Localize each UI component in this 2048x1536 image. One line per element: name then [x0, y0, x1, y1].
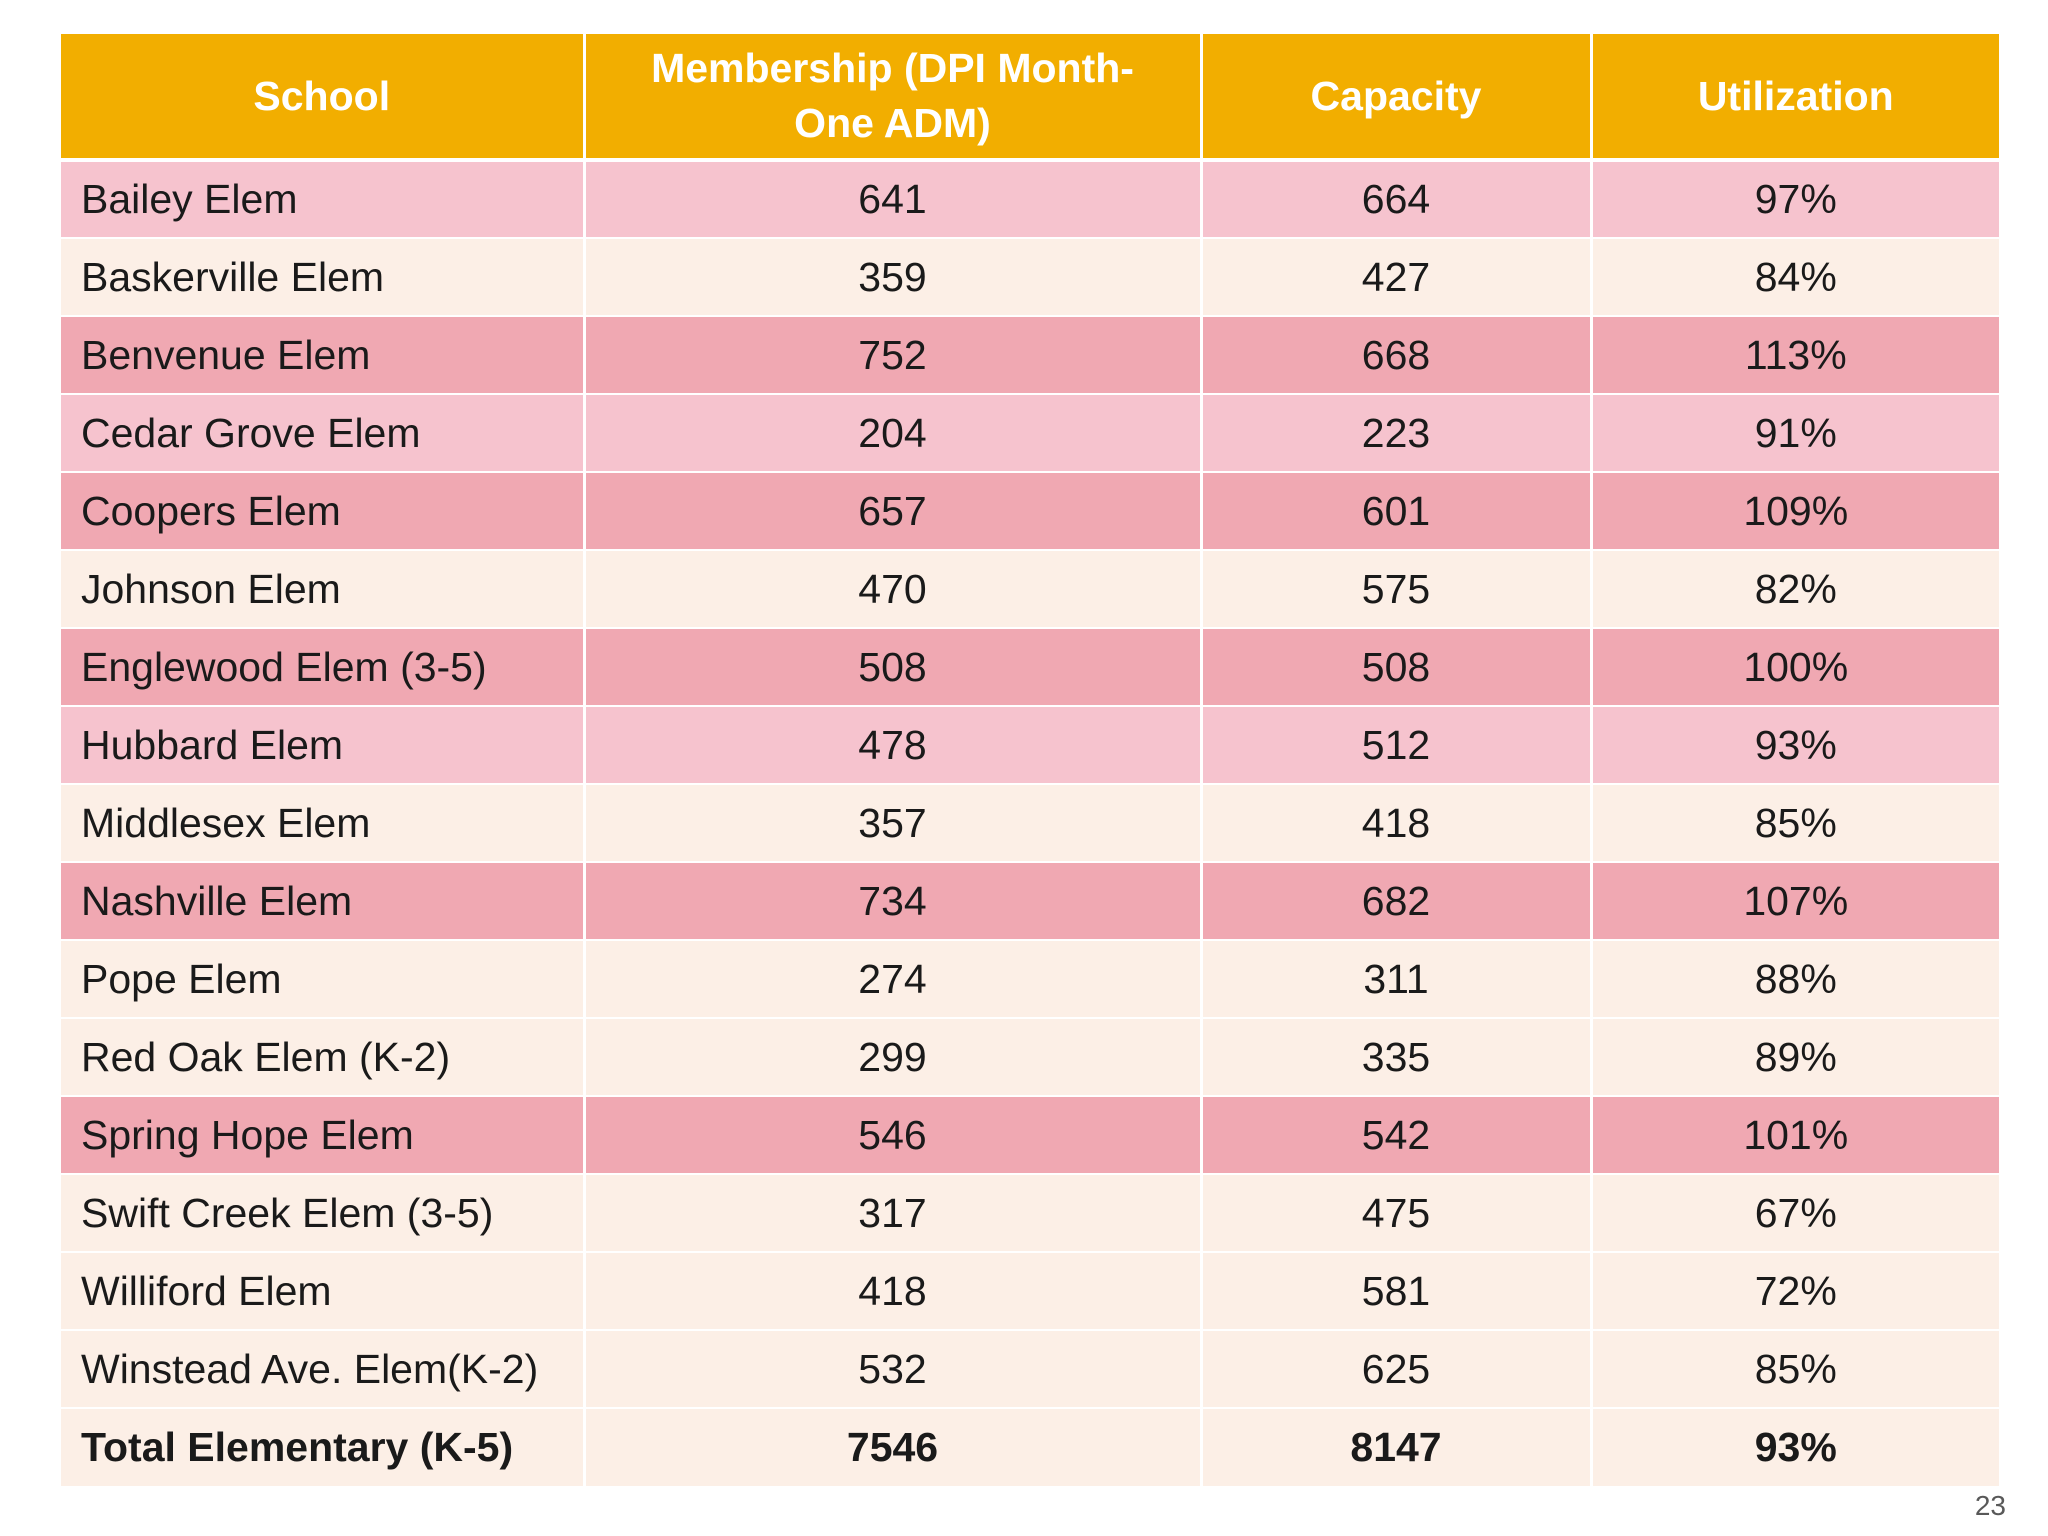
utilization-cell: 97%: [1589, 159, 1999, 238]
utilization-cell: 89%: [1589, 1017, 1999, 1096]
table-row: Hubbard Elem 478 512 93%: [61, 705, 1999, 784]
membership-cell: 418: [582, 1251, 1201, 1330]
capacity-cell: 512: [1199, 705, 1591, 784]
utilization-cell: 72%: [1589, 1251, 1999, 1330]
school-cell: Nashville Elem: [61, 861, 584, 940]
utilization-cell: 85%: [1589, 1329, 1999, 1408]
school-cell: Bailey Elem: [61, 159, 584, 238]
table-row: Winstead Ave. Elem(K-2) 532 625 85%: [61, 1329, 1999, 1408]
membership-cell: 274: [582, 939, 1201, 1018]
capacity-cell: 475: [1199, 1173, 1591, 1252]
utilization-cell: 91%: [1589, 393, 1999, 472]
membership-cell: 299: [582, 1017, 1201, 1096]
table-row: Bailey Elem 641 664 97%: [61, 159, 1999, 238]
utilization-cell: 84%: [1589, 237, 1999, 316]
total-school-cell: Total Elementary (K-5): [61, 1407, 584, 1486]
table-row: Swift Creek Elem (3-5) 317 475 67%: [61, 1173, 1999, 1252]
table-row: Baskerville Elem 359 427 84%: [61, 237, 1999, 316]
school-cell: Red Oak Elem (K-2): [61, 1017, 584, 1096]
membership-cell: 478: [582, 705, 1201, 784]
total-membership-cell: 7546: [582, 1407, 1201, 1486]
capacity-cell: 601: [1199, 471, 1591, 550]
capacity-cell: 542: [1199, 1095, 1591, 1174]
school-cell: Johnson Elem: [61, 549, 584, 628]
page-number: 23: [1974, 1490, 2006, 1521]
membership-cell: 204: [582, 393, 1201, 472]
table-row: Cedar Grove Elem 204 223 91%: [61, 393, 1999, 472]
total-capacity-cell: 8147: [1199, 1407, 1591, 1486]
membership-cell: 470: [582, 549, 1201, 628]
school-cell: Middlesex Elem: [61, 783, 584, 862]
school-cell: Hubbard Elem: [61, 705, 584, 784]
table-row: Benvenue Elem 752 668 113%: [61, 315, 1999, 394]
utilization-cell: 100%: [1589, 627, 1999, 706]
school-cell: Benvenue Elem: [61, 315, 584, 394]
capacity-cell: 575: [1199, 549, 1591, 628]
table-row: Johnson Elem 470 575 82%: [61, 549, 1999, 628]
utilization-cell: 67%: [1589, 1173, 1999, 1252]
table-row: Williford Elem 418 581 72%: [61, 1251, 1999, 1330]
total-utilization-cell: 93%: [1589, 1407, 1999, 1486]
capacity-cell: 581: [1199, 1251, 1591, 1330]
table-row: Spring Hope Elem 546 542 101%: [61, 1095, 1999, 1174]
utilization-cell: 113%: [1589, 315, 1999, 394]
school-cell: Spring Hope Elem: [61, 1095, 584, 1174]
table-body: Bailey Elem 641 664 97% Baskerville Elem 359 4…: [61, 159, 1999, 1486]
membership-cell: 532: [582, 1329, 1201, 1408]
capacity-cell: 664: [1199, 159, 1591, 238]
table-row: Middlesex Elem 357 418 85%: [61, 783, 1999, 862]
utilization-cell: 88%: [1589, 939, 1999, 1018]
utilization-cell: 101%: [1589, 1095, 1999, 1174]
capacity-cell: 427: [1199, 237, 1591, 316]
membership-cell: 657: [582, 471, 1201, 550]
table-row: Red Oak Elem (K-2) 299 335 89%: [61, 1017, 1999, 1096]
table-row: Nashville Elem 734 682 107%: [61, 861, 1999, 940]
membership-cell: 317: [582, 1173, 1201, 1252]
utilization-cell: 109%: [1589, 471, 1999, 550]
school-cell: Swift Creek Elem (3-5): [61, 1173, 584, 1252]
school-utilization-table: School Membership (DPI Month-One ADM) Ca…: [61, 34, 1999, 1486]
table-row: Englewood Elem (3-5) 508 508 100%: [61, 627, 1999, 706]
header-row: School Membership (DPI Month-One ADM) Ca…: [61, 34, 1999, 162]
school-cell: Englewood Elem (3-5): [61, 627, 584, 706]
utilization-cell: 82%: [1589, 549, 1999, 628]
membership-cell: 546: [582, 1095, 1201, 1174]
utilization-cell: 93%: [1589, 705, 1999, 784]
header-capacity: Capacity: [1199, 34, 1591, 162]
membership-cell: 508: [582, 627, 1201, 706]
school-cell: Winstead Ave. Elem(K-2): [61, 1329, 584, 1408]
membership-cell: 641: [582, 159, 1201, 238]
capacity-cell: 668: [1199, 315, 1591, 394]
membership-cell: 734: [582, 861, 1201, 940]
membership-cell: 359: [582, 237, 1201, 316]
capacity-cell: 682: [1199, 861, 1591, 940]
membership-cell: 357: [582, 783, 1201, 862]
school-cell: Williford Elem: [61, 1251, 584, 1330]
table-row: Pope Elem 274 311 88%: [61, 939, 1999, 1018]
table-row: Coopers Elem 657 601 109%: [61, 471, 1999, 550]
capacity-cell: 311: [1199, 939, 1591, 1018]
header-school: School: [61, 34, 584, 162]
total-row: Total Elementary (K-5) 7546 8147 93%: [61, 1407, 1999, 1486]
capacity-cell: 335: [1199, 1017, 1591, 1096]
capacity-cell: 223: [1199, 393, 1591, 472]
school-cell: Coopers Elem: [61, 471, 584, 550]
capacity-cell: 418: [1199, 783, 1591, 862]
school-cell: Baskerville Elem: [61, 237, 584, 316]
capacity-cell: 508: [1199, 627, 1591, 706]
utilization-cell: 107%: [1589, 861, 1999, 940]
school-cell: Cedar Grove Elem: [61, 393, 584, 472]
membership-cell: 752: [582, 315, 1201, 394]
utilization-cell: 85%: [1589, 783, 1999, 862]
header-utilization: Utilization: [1589, 34, 1999, 162]
capacity-cell: 625: [1199, 1329, 1591, 1408]
header-membership: Membership (DPI Month-One ADM): [582, 34, 1201, 162]
school-cell: Pope Elem: [61, 939, 584, 1018]
